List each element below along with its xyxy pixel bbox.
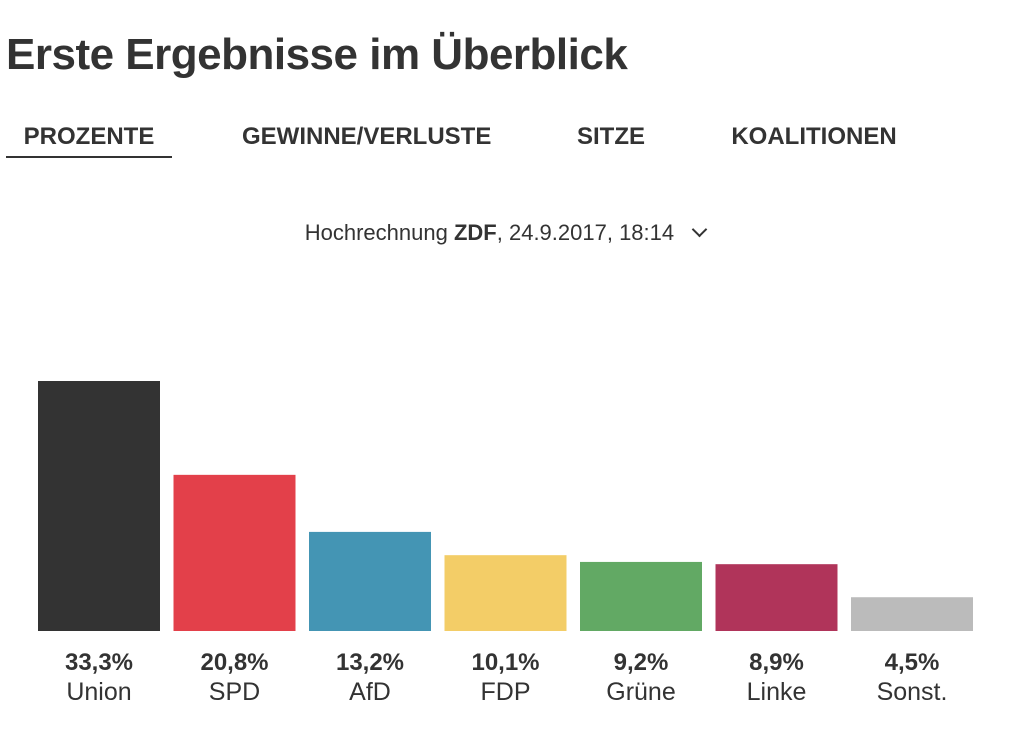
value-label: 33,3%	[65, 649, 133, 676]
category-label: Linke	[747, 678, 807, 706]
tab-prozente[interactable]: PROZENTE	[6, 118, 172, 158]
bar-fdp	[444, 555, 567, 631]
tab-bar: PROZENTE GEWINNE/VERLUSTE SITZE KOALITIO…	[6, 118, 1006, 158]
page-title: Erste Ergebnisse im Überblick	[6, 30, 628, 79]
bar-spd	[173, 474, 296, 631]
category-label: FDP	[481, 678, 531, 706]
value-label: 9,2%	[614, 649, 669, 676]
category-label: Grüne	[606, 678, 675, 706]
value-label: 13,2%	[336, 649, 404, 676]
value-label: 8,9%	[749, 649, 804, 676]
projection-label: Hochrechnung	[304, 220, 448, 245]
bar-union	[38, 381, 160, 631]
value-label: 10,1%	[471, 649, 539, 676]
broadcaster-name: ZDF	[453, 220, 497, 245]
tab-sitze[interactable]: SITZE	[576, 123, 645, 150]
value-label: 20,8%	[200, 649, 268, 676]
bar-afd	[309, 531, 431, 631]
tab-koalitionen[interactable]: KOALITIONEN	[731, 123, 897, 150]
bar-sonst	[851, 597, 973, 631]
category-label: AfD	[349, 678, 391, 706]
bar-grne	[580, 561, 702, 631]
projection-datetime: , 24.9.2017, 18:14	[496, 220, 675, 245]
bar-linke	[715, 564, 838, 631]
category-label: Sonst.	[877, 678, 948, 706]
tab-gewinne-verluste[interactable]: GEWINNE/VERLUSTE	[242, 123, 492, 150]
category-label: Union	[66, 678, 131, 706]
value-label: 4,5%	[885, 649, 940, 676]
category-label: SPD	[209, 678, 260, 706]
projection-selector[interactable]: Hochrechnung ZDF, 24.9.2017, 18:14	[0, 220, 1010, 246]
